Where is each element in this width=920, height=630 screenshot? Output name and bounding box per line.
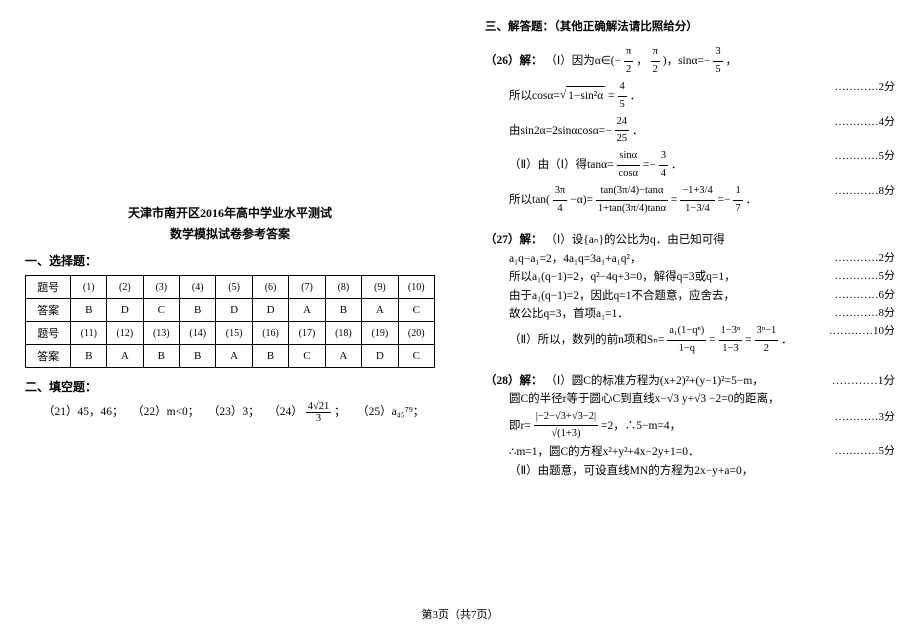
qnum: (3): [143, 276, 179, 299]
page-footer: 第3页（共7页）: [0, 606, 920, 622]
qnum: (20): [398, 322, 434, 345]
qnum: (18): [325, 322, 361, 345]
section-choice: 一、选择题：: [25, 252, 435, 269]
points: …………10分: [829, 323, 895, 341]
q21: （21）45，46；: [43, 406, 124, 418]
points: …………8分: [835, 183, 896, 201]
points: …………5分: [835, 148, 896, 166]
rowhead-a: 答案: [26, 299, 71, 322]
qnum: (8): [325, 276, 361, 299]
qnum: (16): [252, 322, 288, 345]
ans: C: [143, 299, 179, 322]
ans: C: [398, 345, 434, 368]
ans: B: [252, 345, 288, 368]
section-solve: 三、解答题：（其他正确解法请比照给分）: [485, 18, 895, 36]
fill-answers: （21）45，46； （22）m<0； （23）3； （24） 4√213 ； …: [43, 401, 435, 424]
exam-title-1: 天津市南开区2016年高中学业水平测试: [25, 204, 435, 221]
problem-26: （26）解： （Ⅰ）因为α∈(− π2 ， π2 )，sinα=− 35 ，: [485, 44, 895, 79]
qnum: (14): [180, 322, 216, 345]
p28-step: （Ⅱ）由题意，可设直线MN的方程为2x−y+a=0，: [509, 462, 895, 480]
qnum: (10): [398, 276, 434, 299]
qnum: (12): [107, 322, 143, 345]
section-fill: 二、填空题：: [25, 378, 435, 395]
exam-title-2: 数学模拟试卷参考答案: [25, 225, 435, 242]
ans: B: [325, 299, 361, 322]
ans: D: [216, 299, 252, 322]
q24: （24） 4√213 ；: [268, 406, 348, 418]
p26-step: 由sin2α=2sinαcosα=− 2425 ． …………4分: [509, 114, 895, 149]
qnum: (19): [362, 322, 398, 345]
p28-step: 圆C的半径r等于圆心C到直线x−√3 y+√3 −2=0的距离，: [509, 390, 895, 408]
ans: B: [143, 345, 179, 368]
points: …………5分: [835, 443, 896, 461]
p27-step: 由于a₁(q−1)=2，因此q=1不合题意，应舍去， …………6分: [509, 287, 895, 305]
qnum: (5): [216, 276, 252, 299]
ans: D: [252, 299, 288, 322]
p27-step: 故公比q=3，首项a₁=1． …………8分: [509, 305, 895, 323]
p26-head: （26）解：: [485, 55, 543, 67]
points: …………2分: [835, 250, 896, 268]
ans: A: [107, 345, 143, 368]
answer-table-1: 题号 (1) (2) (3) (4) (5) (6) (7) (8) (9) (…: [25, 275, 435, 368]
qnum: (1): [71, 276, 107, 299]
qnum: (11): [71, 322, 107, 345]
ans: C: [398, 299, 434, 322]
p27-step: 所以a₁(q−1)=2，q²−4q+3=0，解得q=3或q=1， …………5分: [509, 268, 895, 286]
ans: A: [325, 345, 361, 368]
ans: A: [216, 345, 252, 368]
q23: （23）3；: [208, 406, 260, 418]
qnum: (13): [143, 322, 179, 345]
p27-step: （Ⅱ）所以，数列的前n项和Sₙ= a₁(1−qⁿ)1−q = 1−3ⁿ1−3 =…: [509, 323, 895, 358]
left-column: 天津市南开区2016年高中学业水平测试 数学模拟试卷参考答案 一、选择题： 题号…: [0, 0, 460, 600]
p27-step: a₁q−a₁=2，4a₁q=3a₁+a₁q²， …………2分: [509, 250, 895, 268]
right-column: 三、解答题：（其他正确解法请比照给分） （26）解： （Ⅰ）因为α∈(− π2 …: [460, 0, 920, 600]
ans: A: [289, 299, 325, 322]
p28-step: 即r= |−2−√3+√3−2|√(1+3) =2，∴5−m=4， …………3分: [509, 409, 895, 444]
ans: C: [289, 345, 325, 368]
rowhead-q: 题号: [26, 276, 71, 299]
qnum: (6): [252, 276, 288, 299]
points: …………5分: [835, 268, 896, 286]
ans: B: [71, 299, 107, 322]
points: …………4分: [835, 114, 896, 132]
qnum: (15): [216, 322, 252, 345]
rowhead-a: 答案: [26, 345, 71, 368]
points: …………1分: [832, 372, 895, 390]
q25: （25）a₄₅⁷⁹；: [357, 406, 424, 418]
ans: D: [107, 299, 143, 322]
rowhead-q: 题号: [26, 322, 71, 345]
qnum: (9): [362, 276, 398, 299]
ans: A: [362, 299, 398, 322]
p26-step: 所以cosα=√1−sin²α = 45 ． …………2分: [509, 79, 895, 114]
ans: D: [362, 345, 398, 368]
p28-head: （28）解：: [485, 375, 543, 387]
p28-step: ∴m=1，圆C的方程x²+y²+4x−2y+1=0． …………5分: [509, 443, 895, 461]
qnum: (4): [180, 276, 216, 299]
p27-head: （27）解：: [485, 234, 543, 246]
qnum: (17): [289, 322, 325, 345]
page-wrapper: 天津市南开区2016年高中学业水平测试 数学模拟试卷参考答案 一、选择题： 题号…: [0, 0, 920, 600]
points: …………8分: [835, 305, 896, 323]
ans: B: [180, 299, 216, 322]
ans: B: [180, 345, 216, 368]
problem-28: （28）解： （Ⅰ）圆C的标准方程为(x+2)²+(y−1)²=5−m， …………: [485, 372, 895, 390]
qnum: (7): [289, 276, 325, 299]
p26-step: （Ⅱ）由（Ⅰ）得tanα= sinαcosα =− 34 ． …………5分: [509, 148, 895, 183]
points: …………2分: [835, 79, 896, 97]
p26-step: 所以tan( 3π4 −α)= tan(3π/4)−tanα1+tan(3π/4…: [509, 183, 895, 218]
qnum: (2): [107, 276, 143, 299]
points: …………6分: [835, 287, 896, 305]
points: …………3分: [835, 409, 896, 427]
q22: （22）m<0；: [132, 406, 199, 418]
ans: B: [71, 345, 107, 368]
problem-27: （27）解： （Ⅰ）设{aₙ}的公比为q．由已知可得: [485, 231, 895, 249]
